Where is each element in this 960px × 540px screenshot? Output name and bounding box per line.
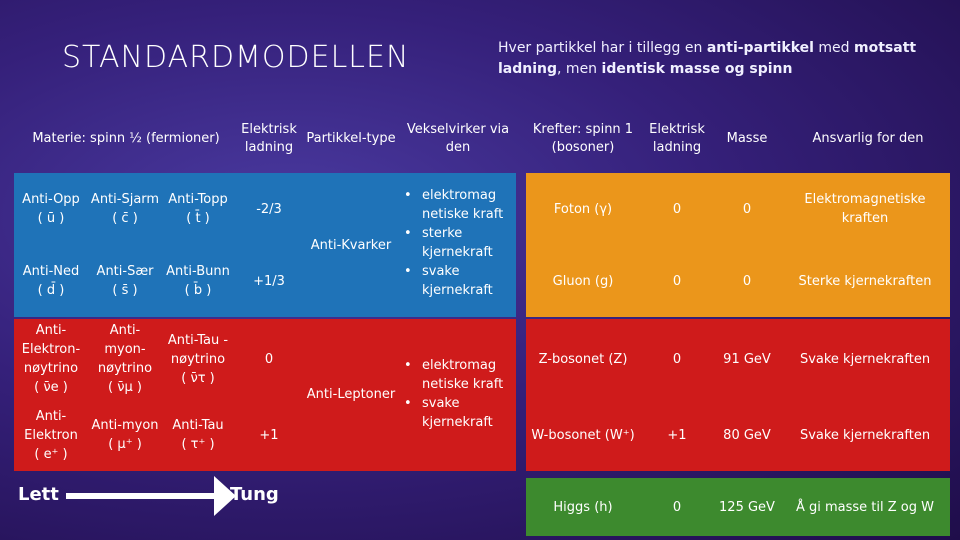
boson-photon-charge: 0 [672,201,682,217]
boson-z: Z-bosonet (Z) [538,351,628,367]
header-force-charge: Elektrisk ladning [649,122,705,155]
header-matter: Materie: spinn ½ (fermioner) [32,131,220,146]
lepton-type: Anti-Leptoner [306,386,396,402]
boson-higgs-responsible: Å gi masse til Z og W [795,499,934,515]
boson-higgs: Higgs (h) [553,499,613,515]
quark-anti-charm: Anti-Sjarm( c̄ ) [90,192,160,226]
boson-z-responsible: Svake kjernekraften [799,351,931,367]
boson-photon: Foton (γ) [553,201,613,217]
lepton-anti-tau: Anti-Tau( τ⁺ ) [172,418,224,452]
lepton-anti-tau-neutrino: Anti-Tau -nøytrino( ν̄τ ) [167,332,229,386]
lepton-anti-muon: Anti-myon( μ⁺ ) [91,418,159,452]
antiparticle-note: Hver partikkel har i tillegg en anti-par… [498,40,917,77]
quark-anti-up: Anti-Opp( ū ) [22,192,80,226]
boson-gluon-responsible: Sterke kjernekraften [798,273,932,289]
header-particle-type: Partikkel-type [306,131,396,146]
quark-anti-strange: Anti-Sær( s̄ ) [96,264,154,298]
boson-gluon-charge: 0 [672,273,682,289]
header-responsible: Ansvarlig for den [812,131,924,146]
quark-down-charge: +1/3 [253,273,285,289]
header-mass: Masse [726,131,768,146]
mass-arrow-line [66,493,216,499]
boson-gluon: Gluon (g) [552,273,614,289]
higgs-block [526,478,950,536]
boson-w: W-bosonet (W⁺) [531,427,635,443]
quark-interactions: elektromag netiske kraft sterke kjernekr… [400,186,516,300]
boson-gluon-mass: 0 [742,273,752,289]
boson-photon-mass: 0 [742,201,752,217]
header-interacts: Vekselvirker via den [406,122,510,155]
quark-anti-bottom: Anti-Bunn( b̄ ) [166,264,230,298]
boson-higgs-mass: 125 GeV [719,499,775,515]
force-block-strong-em [526,173,950,317]
boson-z-mass: 91 GeV [723,351,771,367]
header-forces: Krefter: spinn 1 (bosoner) [532,122,634,155]
boson-w-charge: +1 [667,427,687,443]
legend-light: Lett [18,484,59,505]
arrow-right-icon [214,476,236,516]
boson-w-mass: 80 GeV [723,427,771,443]
quark-anti-down: Anti-Ned( d̄ ) [22,264,80,298]
legend-heavy: Tung [230,484,279,505]
boson-z-charge: 0 [672,351,682,367]
lepton-anti-electron: Anti-Elektron( e⁺ ) [24,408,78,462]
boson-photon-responsible: Elektromagnetiske kraften [804,192,926,226]
lepton-anti-muon-neutrino: Anti-myon-nøytrino( ν̄μ ) [97,323,153,395]
lepton-interactions: elektromag netiske kraft svake kjernekra… [400,356,516,432]
quark-anti-top: Anti-Topp( t̄ ) [168,192,228,226]
boson-higgs-charge: 0 [672,499,682,515]
quark-type: Anti-Kvarker [310,237,392,253]
page-title: STANDARDMODELLEN [62,40,410,75]
lepton-anti-electron-neutrino: Anti-Elektron-nøytrino( ν̄e ) [21,323,81,395]
neutrino-charge: 0 [264,351,274,367]
lepton-charge: +1 [259,427,279,443]
force-block-weak [526,319,950,471]
boson-w-responsible: Svake kjernekraften [799,427,931,443]
header-charge: Elektrisk ladning [241,122,297,155]
quark-up-charge: -2/3 [256,201,282,217]
